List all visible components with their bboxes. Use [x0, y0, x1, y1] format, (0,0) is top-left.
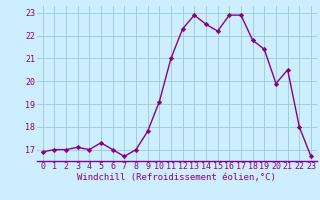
X-axis label: Windchill (Refroidissement éolien,°C): Windchill (Refroidissement éolien,°C) [77, 173, 276, 182]
